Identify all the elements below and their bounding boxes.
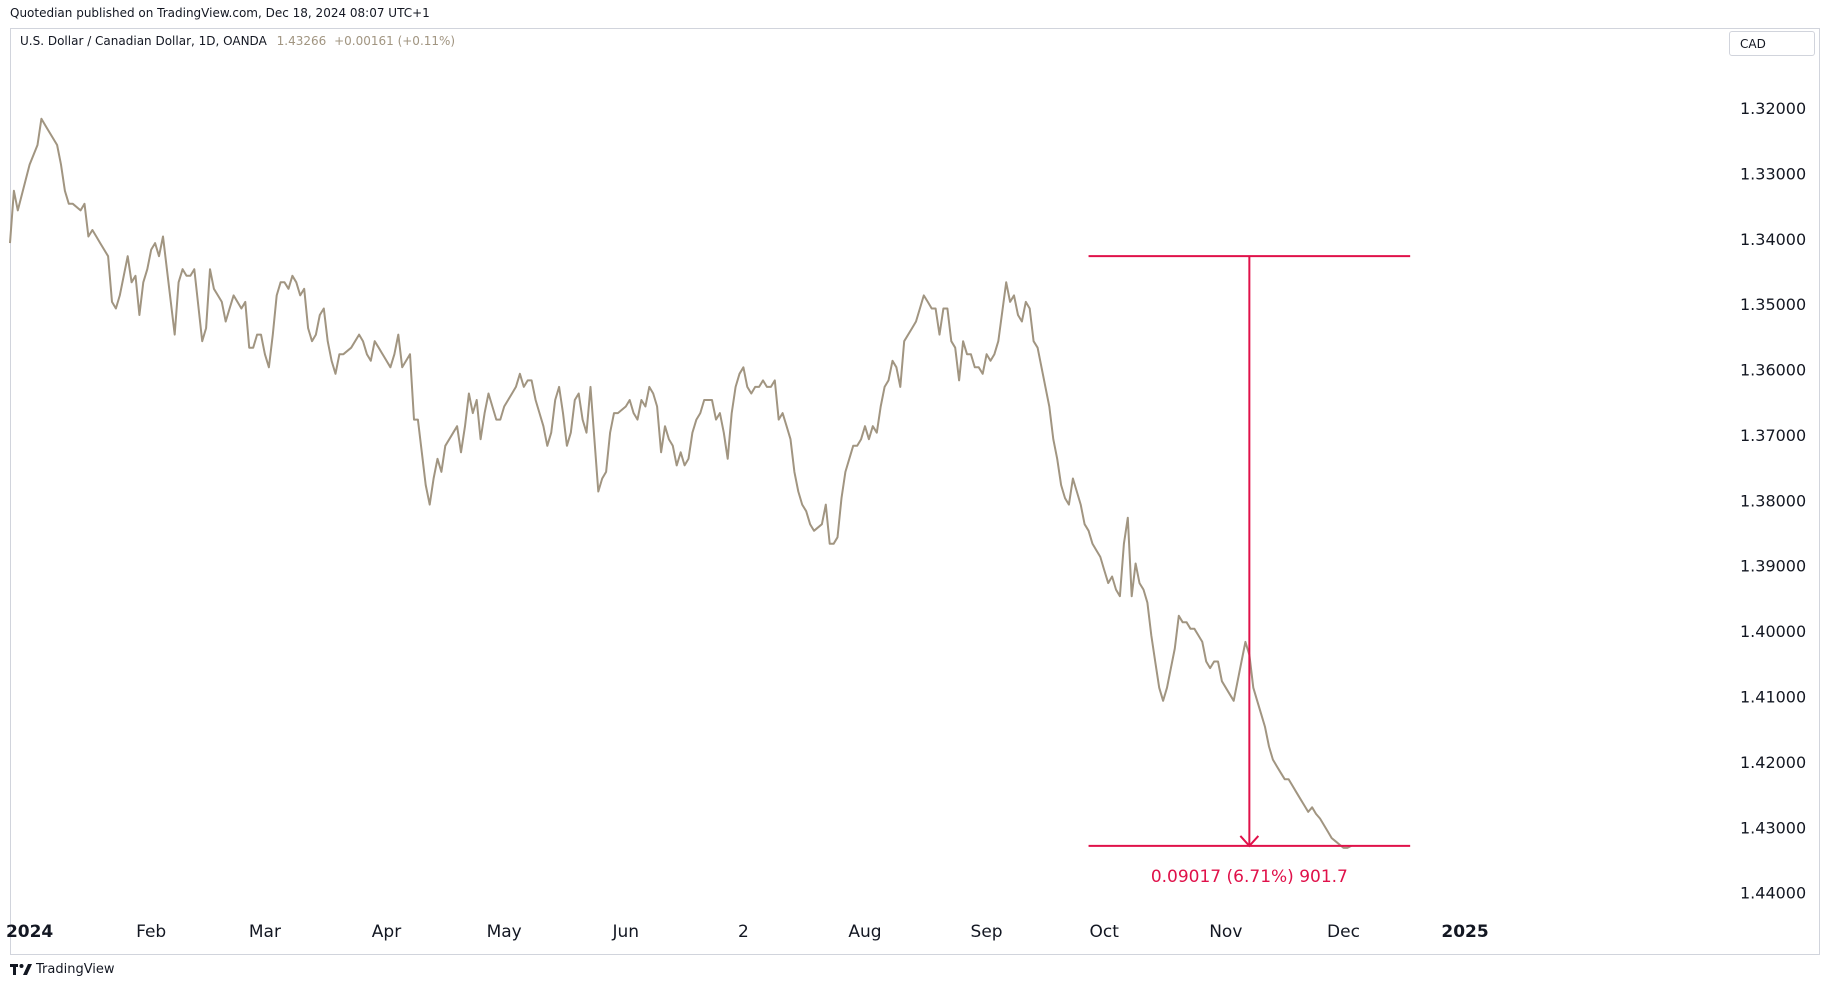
y-tick-label: 1.40000 [1740,622,1806,641]
chart-frame [10,28,1820,955]
tradingview-logo-icon [10,963,32,975]
footer-brand: TradingView [36,962,115,977]
publish-info: Quotedian published on TradingView.com, … [10,6,430,20]
x-tick-label: Oct [1090,922,1120,942]
y-tick-label: 1.33000 [1740,164,1806,183]
x-tick-label: Aug [848,922,881,942]
range-label: 0.09017 (6.71%) 901.7 [1151,867,1348,887]
y-tick-label: 1.37000 [1740,426,1806,445]
x-tick-label: Dec [1327,922,1360,942]
price-line [9,117,1352,849]
x-tick-label: 2024 [6,922,53,942]
range-arrow-icon [1239,835,1260,848]
y-tick-label: 1.44000 [1740,884,1806,903]
y-tick-label: 1.41000 [1740,688,1806,707]
y-tick-label: 1.43000 [1740,818,1806,837]
x-tick-label: Nov [1209,922,1242,942]
last-price: 1.43266 [276,34,327,48]
y-tick-label: 1.39000 [1740,557,1806,576]
y-tick-label: 1.34000 [1740,230,1806,249]
x-tick-label: Sep [971,922,1003,942]
x-tick-label: 2025 [1441,922,1488,942]
y-tick-label: 1.32000 [1740,99,1806,118]
x-tick-label: Mar [249,922,281,942]
symbol-legend: U.S. Dollar / Canadian Dollar, 1D, OANDA… [20,34,455,48]
y-tick-label: 1.38000 [1740,491,1806,510]
y-tick-label: 1.42000 [1740,753,1806,772]
y-tick-label: 1.36000 [1740,361,1806,380]
price-change: +0.00161 (+0.11%) [334,34,456,48]
footer: TradingView [10,962,115,977]
symbol-name: U.S. Dollar / Canadian Dollar, 1D, OANDA [20,34,267,48]
x-tick-label: May [487,922,522,942]
x-tick-label: Apr [372,922,401,942]
x-tick-label: 2 [738,922,749,942]
x-tick-label: Jun [611,922,639,942]
y-tick-label: 1.35000 [1740,295,1806,314]
x-tick-label: Feb [136,922,166,942]
currency-button[interactable]: CAD [1729,31,1815,56]
